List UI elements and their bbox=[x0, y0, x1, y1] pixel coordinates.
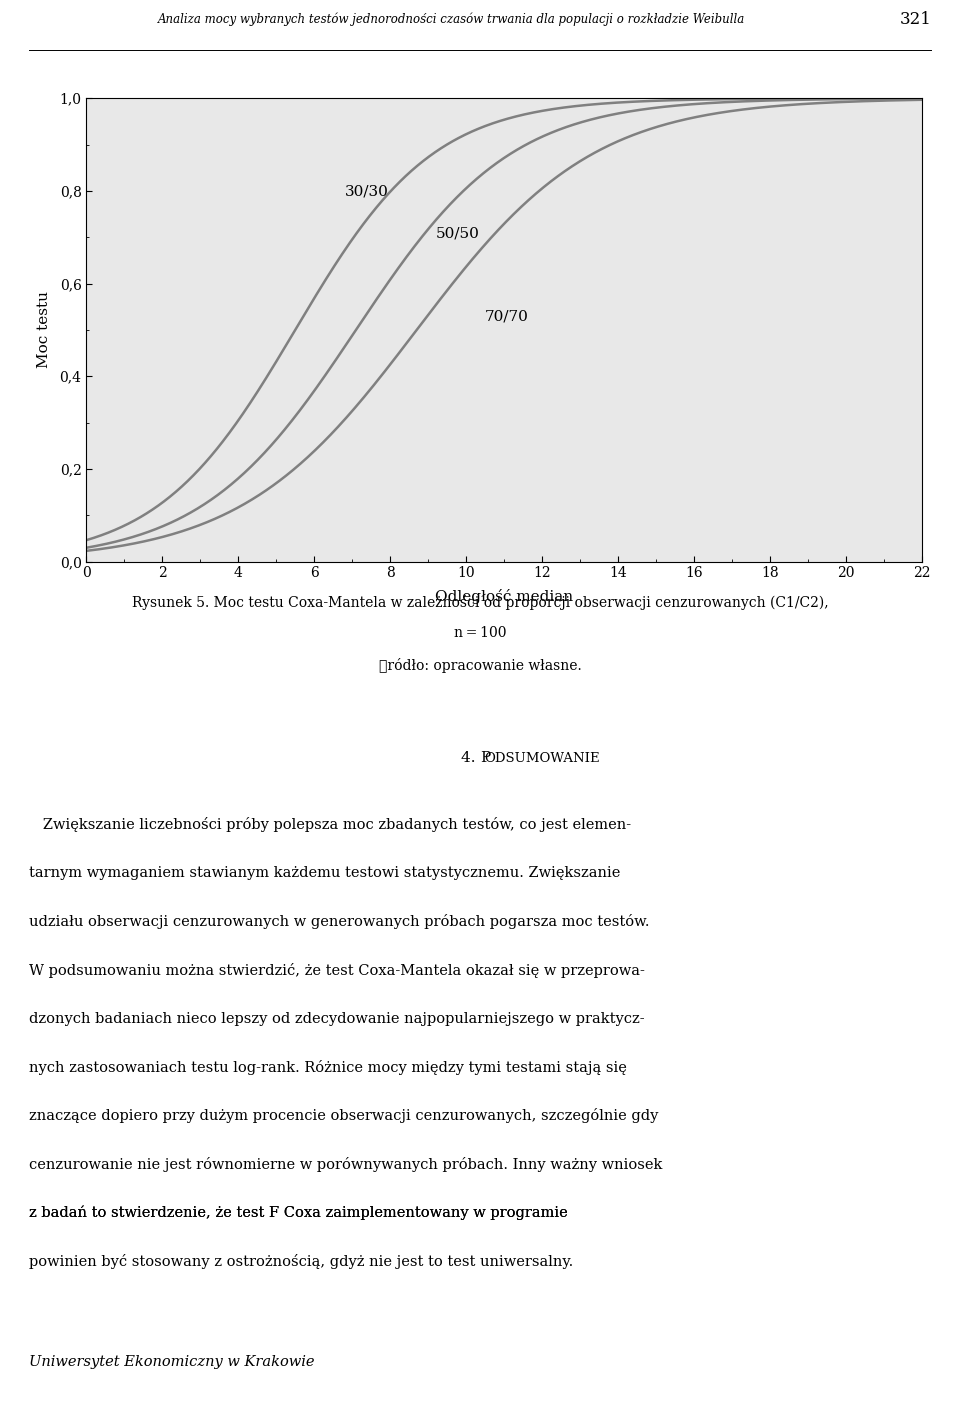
Text: dzonych badaniach nieco lepszy od zdecydowanie najpopularniejszego w praktycz-: dzonych badaniach nieco lepszy od zdecyd… bbox=[29, 1011, 644, 1025]
Text: z badań to stwierdzenie, że test F Coxa zaimplementowany w programie: z badań to stwierdzenie, że test F Coxa … bbox=[29, 1205, 572, 1220]
Text: z badań to stwierdzenie, że test F Coxa zaimplementowany w programie STATISTICA: z badań to stwierdzenie, że test F Coxa … bbox=[29, 1205, 664, 1220]
Text: Rysunek 5. Moc testu Coxa-Mantela w zależności od proporcji obserwacji cenzurowa: Rysunek 5. Moc testu Coxa-Mantela w zale… bbox=[132, 595, 828, 609]
Text: cenzurowanie nie jest równomierne w porównywanych próbach. Inny ważny wniosek: cenzurowanie nie jest równomierne w poró… bbox=[29, 1157, 662, 1171]
Text: udziału obserwacji cenzurowanych w generowanych próbach pogarsza moc testów.: udziału obserwacji cenzurowanych w gener… bbox=[29, 914, 649, 929]
Text: n = 100: n = 100 bbox=[454, 626, 506, 640]
Text: 4.: 4. bbox=[461, 751, 480, 765]
Text: ឹródło: opracowanie własne.: ឹródło: opracowanie własne. bbox=[378, 657, 582, 673]
Text: znaczące dopiero przy dużym procencie obserwacji cenzurowanych, szczególnie gdy: znaczące dopiero przy dużym procencie ob… bbox=[29, 1108, 659, 1123]
Text: Zwiększanie liczebności próby polepsza moc zbadanych testów, co jest elemen-: Zwiększanie liczebności próby polepsza m… bbox=[29, 817, 631, 833]
Text: Analiza mocy wybranych testów jednorodności czasów trwania dla populacji o rozkł: Analiza mocy wybranych testów jednorodno… bbox=[157, 13, 745, 27]
Text: 321: 321 bbox=[900, 11, 931, 28]
Text: z badań to stwierdzenie, że test F Coxa zaimplementowany w programie STATISTICA: z badań to stwierdzenie, że test F Coxa … bbox=[29, 1205, 662, 1220]
Text: 50/50: 50/50 bbox=[436, 226, 480, 240]
Text: z badań to stwierdzenie, że test F Coxa zaimplementowany w programie: z badań to stwierdzenie, że test F Coxa … bbox=[29, 1205, 572, 1220]
Text: 30/30: 30/30 bbox=[345, 184, 389, 198]
X-axis label: Odległość median: Odległość median bbox=[435, 588, 573, 604]
Text: 70/70: 70/70 bbox=[485, 310, 529, 324]
Y-axis label: Moc testu: Moc testu bbox=[37, 292, 51, 368]
Text: powinien być stosowany z ostrożnością, gdyż nie jest to test uniwersalny.: powinien być stosowany z ostrożnością, g… bbox=[29, 1254, 573, 1269]
Text: P: P bbox=[480, 751, 491, 765]
Text: ODSUMOWANIE: ODSUMOWANIE bbox=[485, 751, 600, 765]
Text: Uniwersytet Ekonomiczny w Krakowie: Uniwersytet Ekonomiczny w Krakowie bbox=[29, 1355, 314, 1369]
Text: nych zastosowaniach testu log-rank. Różnice mocy między tymi testami stają się: nych zastosowaniach testu log-rank. Różn… bbox=[29, 1060, 627, 1074]
Text: tarnym wymaganiem stawianym każdemu testowi statystycznemu. Zwiększanie: tarnym wymaganiem stawianym każdemu test… bbox=[29, 866, 620, 880]
Text: W podsumowaniu można stwierdzić, że test Coxa-Mantela okazał się w przeprowa-: W podsumowaniu można stwierdzić, że test… bbox=[29, 963, 645, 977]
Text: z badań to stwierdzenie, że test F Coxa zaimplementowany w programie: z badań to stwierdzenie, że test F Coxa … bbox=[29, 1205, 572, 1220]
